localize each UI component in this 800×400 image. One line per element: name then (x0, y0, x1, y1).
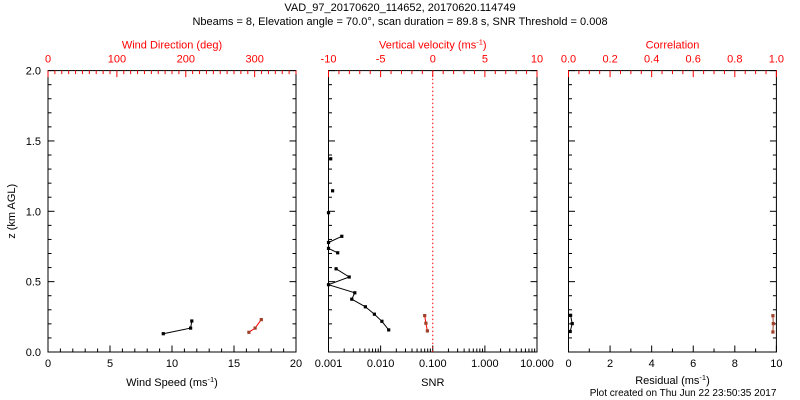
svg-text:0.8: 0.8 (727, 54, 742, 66)
svg-text:0.2: 0.2 (602, 54, 617, 66)
svg-text:0.100: 0.100 (419, 358, 447, 370)
svg-text:z (km AGL): z (km AGL) (6, 184, 18, 239)
svg-text:Wind Speed (ms-1): Wind Speed (ms-1) (126, 375, 218, 389)
svg-text:5: 5 (482, 54, 488, 66)
svg-text:0.0: 0.0 (26, 347, 41, 359)
svg-text:4: 4 (649, 358, 655, 370)
svg-text:Plot created on Thu Jun 22 23:: Plot created on Thu Jun 22 23:50:35 2017 (590, 388, 777, 399)
svg-text:1.000: 1.000 (471, 358, 499, 370)
svg-text:2: 2 (607, 358, 613, 370)
svg-text:0.010: 0.010 (367, 358, 395, 370)
svg-text:10.000: 10.000 (520, 358, 554, 370)
svg-text:300: 300 (246, 54, 264, 66)
svg-text:2.0: 2.0 (26, 66, 41, 78)
svg-text:0.001: 0.001 (315, 358, 343, 370)
svg-text:15: 15 (228, 358, 240, 370)
svg-text:-5: -5 (376, 54, 386, 66)
svg-text:-10: -10 (321, 54, 337, 66)
svg-text:10: 10 (166, 358, 178, 370)
svg-text:0.0: 0.0 (561, 54, 576, 66)
svg-text:8: 8 (732, 358, 738, 370)
svg-text:0: 0 (45, 358, 51, 370)
svg-text:0.6: 0.6 (686, 54, 701, 66)
svg-text:5: 5 (107, 358, 113, 370)
svg-text:1.0: 1.0 (769, 54, 784, 66)
svg-text:1.5: 1.5 (26, 136, 41, 148)
svg-text:0: 0 (565, 358, 571, 370)
svg-text:100: 100 (108, 54, 126, 66)
svg-text:0.5: 0.5 (26, 277, 41, 289)
svg-text:Vertical velocity (ms-1): Vertical velocity (ms-1) (379, 38, 487, 52)
svg-text:Wind Direction (deg): Wind Direction (deg) (122, 40, 222, 52)
svg-text:6: 6 (690, 358, 696, 370)
svg-text:Residual (ms-1): Residual (ms-1) (635, 373, 710, 387)
svg-text:Correlation: Correlation (646, 40, 700, 52)
svg-text:VAD_97_20170620_114652, 201706: VAD_97_20170620_114652, 20170620.114749 (284, 2, 515, 14)
svg-text:0: 0 (45, 54, 51, 66)
svg-text:200: 200 (177, 54, 195, 66)
svg-text:0: 0 (430, 54, 436, 66)
svg-text:Nbeams = 8, Elevation angle =: Nbeams = 8, Elevation angle = 70.0°, sca… (192, 16, 607, 28)
svg-text:1.0: 1.0 (26, 206, 41, 218)
svg-text:0.4: 0.4 (644, 54, 659, 66)
svg-text:SNR: SNR (421, 377, 444, 389)
svg-text:20: 20 (290, 358, 302, 370)
svg-text:10: 10 (770, 358, 782, 370)
svg-text:10: 10 (531, 54, 543, 66)
